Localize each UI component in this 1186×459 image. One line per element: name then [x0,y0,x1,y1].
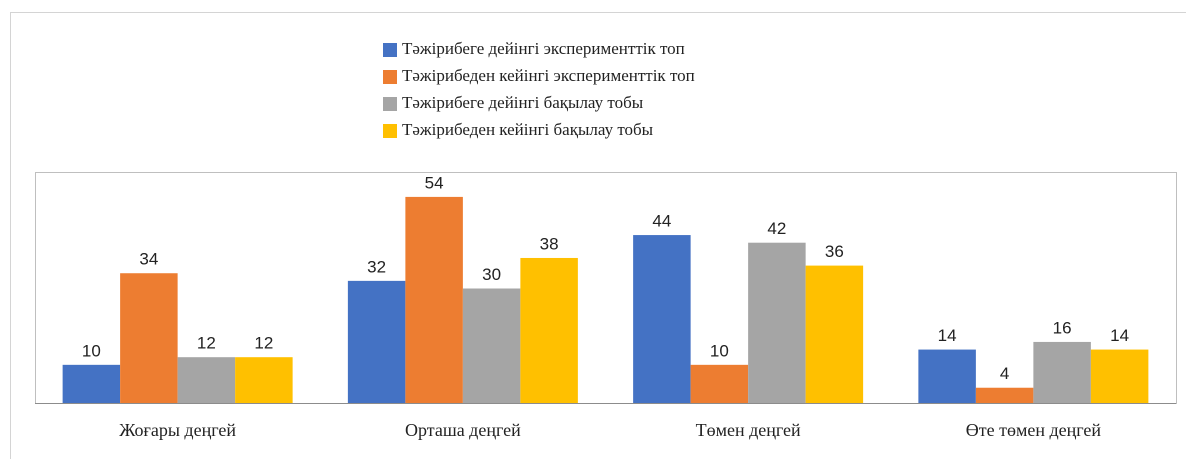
bar [120,273,178,403]
data-label: 14 [938,326,957,345]
data-label: 44 [652,212,671,231]
bar [918,349,976,403]
bar [1033,341,1091,403]
data-label: 14 [1110,326,1129,345]
bar [177,357,236,403]
data-label: 36 [825,242,844,261]
legend-swatch [383,124,397,138]
data-label: 12 [254,334,273,353]
data-label: 32 [367,257,386,276]
x-tick-label: Орташа деңгей [405,420,521,440]
data-label: 34 [139,250,158,269]
legend-swatch [383,70,397,84]
bar [690,364,749,403]
legend-label: Тәжірибеден кейінгі эксперименттік топ [402,66,695,85]
bar [748,242,806,403]
legend-label: Тәжірибеден кейінгі бақылау тобы [402,120,654,139]
legend-label: Тәжірибеге дейінгі эксперименттік топ [402,39,685,58]
bar [633,235,691,403]
data-label: 30 [482,265,501,284]
data-label: 38 [540,234,559,253]
bar [462,288,521,403]
bar [520,257,578,403]
frame [10,12,1186,459]
data-label: 16 [1053,318,1072,337]
bar [1090,349,1149,403]
x-tick-label: Өте төмен деңгей [966,420,1102,440]
data-label: 42 [767,219,786,238]
bar [62,364,121,403]
bar [405,196,463,403]
bar [347,280,406,403]
data-label: 10 [710,341,729,360]
x-tick-label: Төмен деңгей [696,420,801,440]
legend-swatch [383,97,397,111]
x-tick-label: Жоғары деңгей [119,420,236,440]
data-label: 4 [1000,364,1009,383]
bar [235,357,293,403]
data-label: 10 [82,341,101,360]
bar [805,265,864,403]
legend-label: Тәжірибеге дейінгі бақылау тобы [402,93,644,112]
bar [975,387,1034,403]
data-label: 12 [197,334,216,353]
data-label: 54 [425,173,444,192]
legend-swatch [383,43,397,57]
